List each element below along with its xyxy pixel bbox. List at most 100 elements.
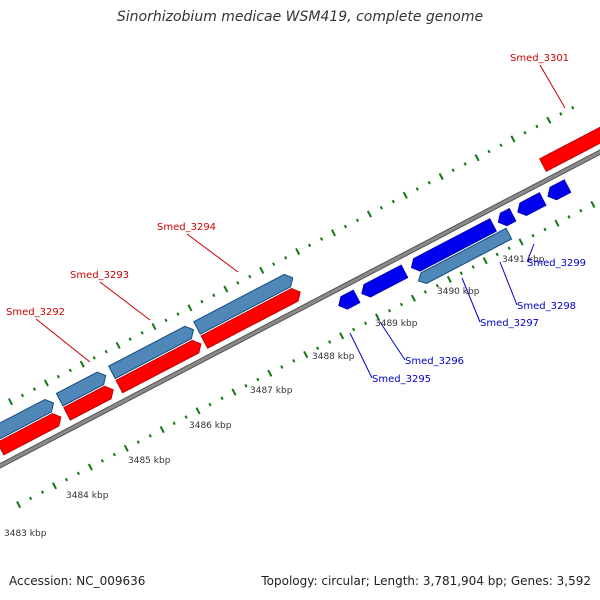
reverse-label-leader [379,321,406,361]
reverse-feature-label: Smed_3295 [372,374,431,385]
inner-tick [590,200,596,208]
outer-tick [523,130,527,135]
label-leader-lines [35,64,566,379]
inner-tick [159,426,165,434]
reverse-gene-bar [417,227,513,284]
ruler-tick-label: 3488 kbp [312,352,355,362]
outer-tick [427,180,431,185]
outer-tick [463,162,467,166]
outer-tick-track [0,105,575,409]
forward-cds-arrow [115,339,202,394]
inner-tick [363,321,368,326]
ruler-tick-label: 3487 kbp [250,386,293,396]
outer-tick [355,218,360,223]
inner-tick [328,340,332,344]
reverse-label-leader [349,332,373,379]
inner-tick [303,350,309,359]
outer-tick [236,281,240,285]
outer-tick [343,224,348,229]
reverse-label-leader [499,261,518,306]
outer-tick [259,266,265,274]
inner-tick [87,463,93,471]
inner-tick [579,208,583,213]
forward-label-leader [539,64,566,109]
inner-tick [267,369,273,377]
feature-labels: 3483 kbp 3484 kbp 3485 kbp 3486 kbp 3487 kbp… [4,53,586,539]
outer-tick [331,229,337,237]
forward-gene-bar [108,325,195,380]
outer-tick [415,187,419,191]
inner-tick [148,434,152,438]
inner-tick [28,496,33,501]
reverse-label-leader [526,243,535,263]
outer-tick [200,299,204,304]
forward-label-leader [186,233,239,273]
inner-tick [172,421,176,426]
outer-tick [366,210,372,218]
reverse-cds-arrow [410,218,497,272]
inner-tick [76,471,81,476]
outer-tick [284,256,288,260]
forward-feature-label: Smed_3293 [70,270,129,281]
ruler-tick-label: 3484 kbp [66,491,109,501]
forward-cds-arrow [63,385,114,421]
outer-tick [308,243,312,248]
inner-tick [482,257,488,265]
forward-feature-label: Smed_3294 [157,222,216,233]
inner-tick [123,444,129,452]
reverse-feature-label: Smed_3297 [480,318,539,329]
outer-tick [151,323,157,331]
inner-tick [543,227,547,232]
outer-tick [7,398,13,406]
reverse-feature-label: Smed_3299 [527,258,586,269]
inner-tick [459,271,463,276]
reverse-feature-label: Smed_3298 [517,301,576,312]
inner-tick [244,383,248,388]
outer-tick [20,393,25,398]
accession-text: Accession: NC_009636 [9,574,146,588]
forward-gene-bar [0,398,55,440]
outer-tick [402,191,408,199]
inner-tick [220,396,224,401]
inner-tick [316,346,320,351]
inner-tick [567,215,571,219]
inner-tick [16,501,22,509]
outer-tick [510,135,516,143]
outer-tick [140,331,144,335]
outer-tick [438,172,444,181]
forward-cds-arrow [200,288,301,349]
inner-tick [100,459,104,463]
outer-tick [187,304,193,312]
forward-feature-label: Smed_3301 [510,53,569,64]
outer-tick [92,356,96,360]
outer-tick [474,154,480,162]
outer-tick [32,387,36,391]
reverse-feature-label: Smed_3296 [405,356,464,367]
inner-tick [112,452,116,457]
inner-tick [495,252,499,257]
inner-tick [387,308,392,313]
outer-tick [487,149,491,154]
outer-tick [295,248,301,256]
inner-tick [531,233,535,238]
inner-tick [446,275,452,284]
outer-tick [212,293,216,298]
reverse-cds-arrow [338,289,361,310]
outer-tick [272,262,276,266]
ruler-tick-label: 3486 kbp [189,421,232,431]
outer-tick [535,124,539,129]
inner-tick [471,265,475,269]
forward-feature-label: Smed_3292 [6,307,65,318]
outer-tick [164,318,168,323]
outer-tick [68,368,72,373]
outer-tick [379,205,383,210]
outer-tick [451,168,455,173]
inner-tick [184,415,188,419]
ruler-tick-label: 3491 kbp [502,255,545,265]
genome-backbone [0,149,600,469]
reverse-cds-arrow [517,192,547,217]
inner-tick [554,219,560,227]
inner-tick [40,490,45,494]
inner-tick [399,302,404,307]
